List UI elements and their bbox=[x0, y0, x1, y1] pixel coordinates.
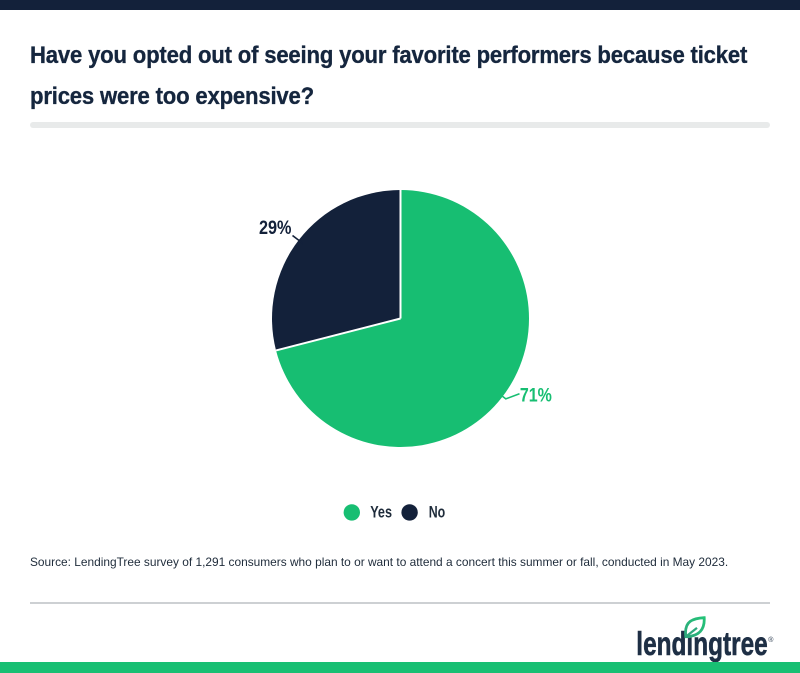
svg-text:71%: 71% bbox=[520, 385, 552, 407]
svg-text:No: No bbox=[429, 503, 446, 521]
svg-text:®: ® bbox=[768, 636, 774, 644]
svg-text:29%: 29% bbox=[259, 217, 292, 239]
svg-text:Yes: Yes bbox=[370, 503, 392, 521]
